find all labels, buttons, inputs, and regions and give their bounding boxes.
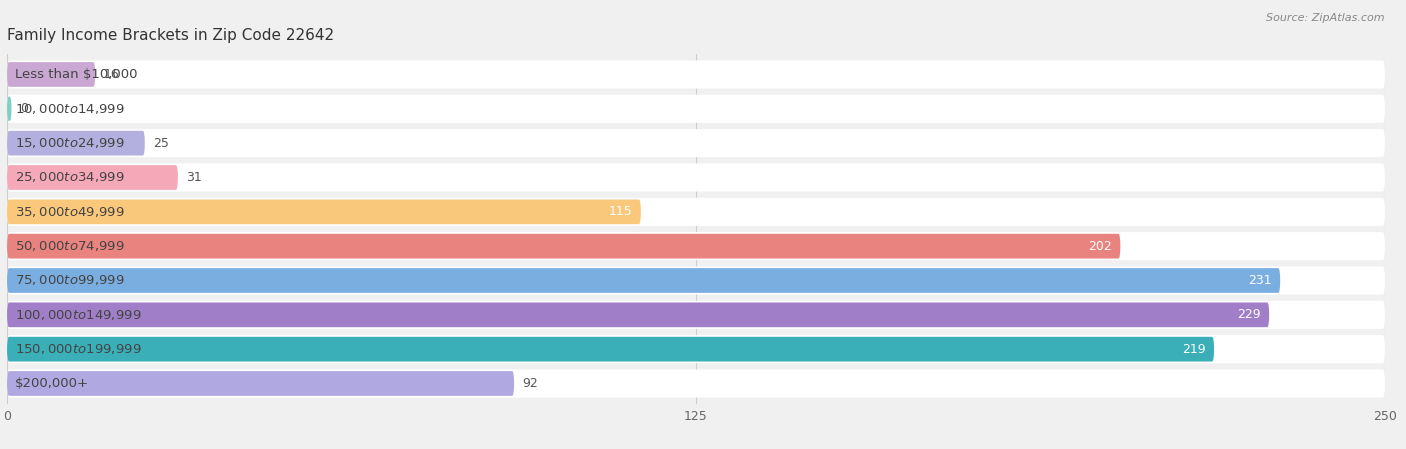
- FancyBboxPatch shape: [7, 61, 1385, 88]
- FancyBboxPatch shape: [7, 95, 1385, 123]
- FancyBboxPatch shape: [7, 131, 145, 155]
- Text: 25: 25: [153, 136, 169, 150]
- Text: $100,000 to $149,999: $100,000 to $149,999: [15, 308, 142, 322]
- FancyBboxPatch shape: [7, 266, 1385, 295]
- Text: 31: 31: [186, 171, 202, 184]
- Text: 231: 231: [1249, 274, 1272, 287]
- Text: $15,000 to $24,999: $15,000 to $24,999: [15, 136, 125, 150]
- Text: Source: ZipAtlas.com: Source: ZipAtlas.com: [1267, 13, 1385, 23]
- FancyBboxPatch shape: [7, 234, 1121, 259]
- FancyBboxPatch shape: [7, 165, 179, 190]
- FancyBboxPatch shape: [7, 129, 1385, 157]
- Text: $25,000 to $34,999: $25,000 to $34,999: [15, 171, 125, 185]
- Text: $50,000 to $74,999: $50,000 to $74,999: [15, 239, 125, 253]
- FancyBboxPatch shape: [7, 199, 641, 224]
- FancyBboxPatch shape: [7, 301, 1385, 329]
- Text: $150,000 to $199,999: $150,000 to $199,999: [15, 342, 142, 356]
- FancyBboxPatch shape: [7, 337, 1213, 361]
- FancyBboxPatch shape: [7, 62, 96, 87]
- FancyBboxPatch shape: [7, 371, 515, 396]
- FancyBboxPatch shape: [7, 163, 1385, 192]
- FancyBboxPatch shape: [7, 268, 1281, 293]
- FancyBboxPatch shape: [7, 198, 1385, 226]
- Text: 229: 229: [1237, 308, 1261, 321]
- Text: $200,000+: $200,000+: [15, 377, 90, 390]
- FancyBboxPatch shape: [7, 303, 1270, 327]
- FancyBboxPatch shape: [7, 232, 1385, 260]
- Text: 115: 115: [609, 205, 633, 218]
- Text: 202: 202: [1088, 240, 1112, 253]
- FancyBboxPatch shape: [7, 335, 1385, 363]
- FancyBboxPatch shape: [7, 370, 1385, 397]
- Text: Less than $10,000: Less than $10,000: [15, 68, 138, 81]
- Text: $10,000 to $14,999: $10,000 to $14,999: [15, 102, 125, 116]
- FancyBboxPatch shape: [7, 97, 11, 121]
- Text: $75,000 to $99,999: $75,000 to $99,999: [15, 273, 125, 287]
- Text: 0: 0: [20, 102, 28, 115]
- Text: 92: 92: [523, 377, 538, 390]
- Text: 219: 219: [1182, 343, 1206, 356]
- Text: $35,000 to $49,999: $35,000 to $49,999: [15, 205, 125, 219]
- Text: 16: 16: [104, 68, 120, 81]
- Text: Family Income Brackets in Zip Code 22642: Family Income Brackets in Zip Code 22642: [7, 28, 335, 43]
